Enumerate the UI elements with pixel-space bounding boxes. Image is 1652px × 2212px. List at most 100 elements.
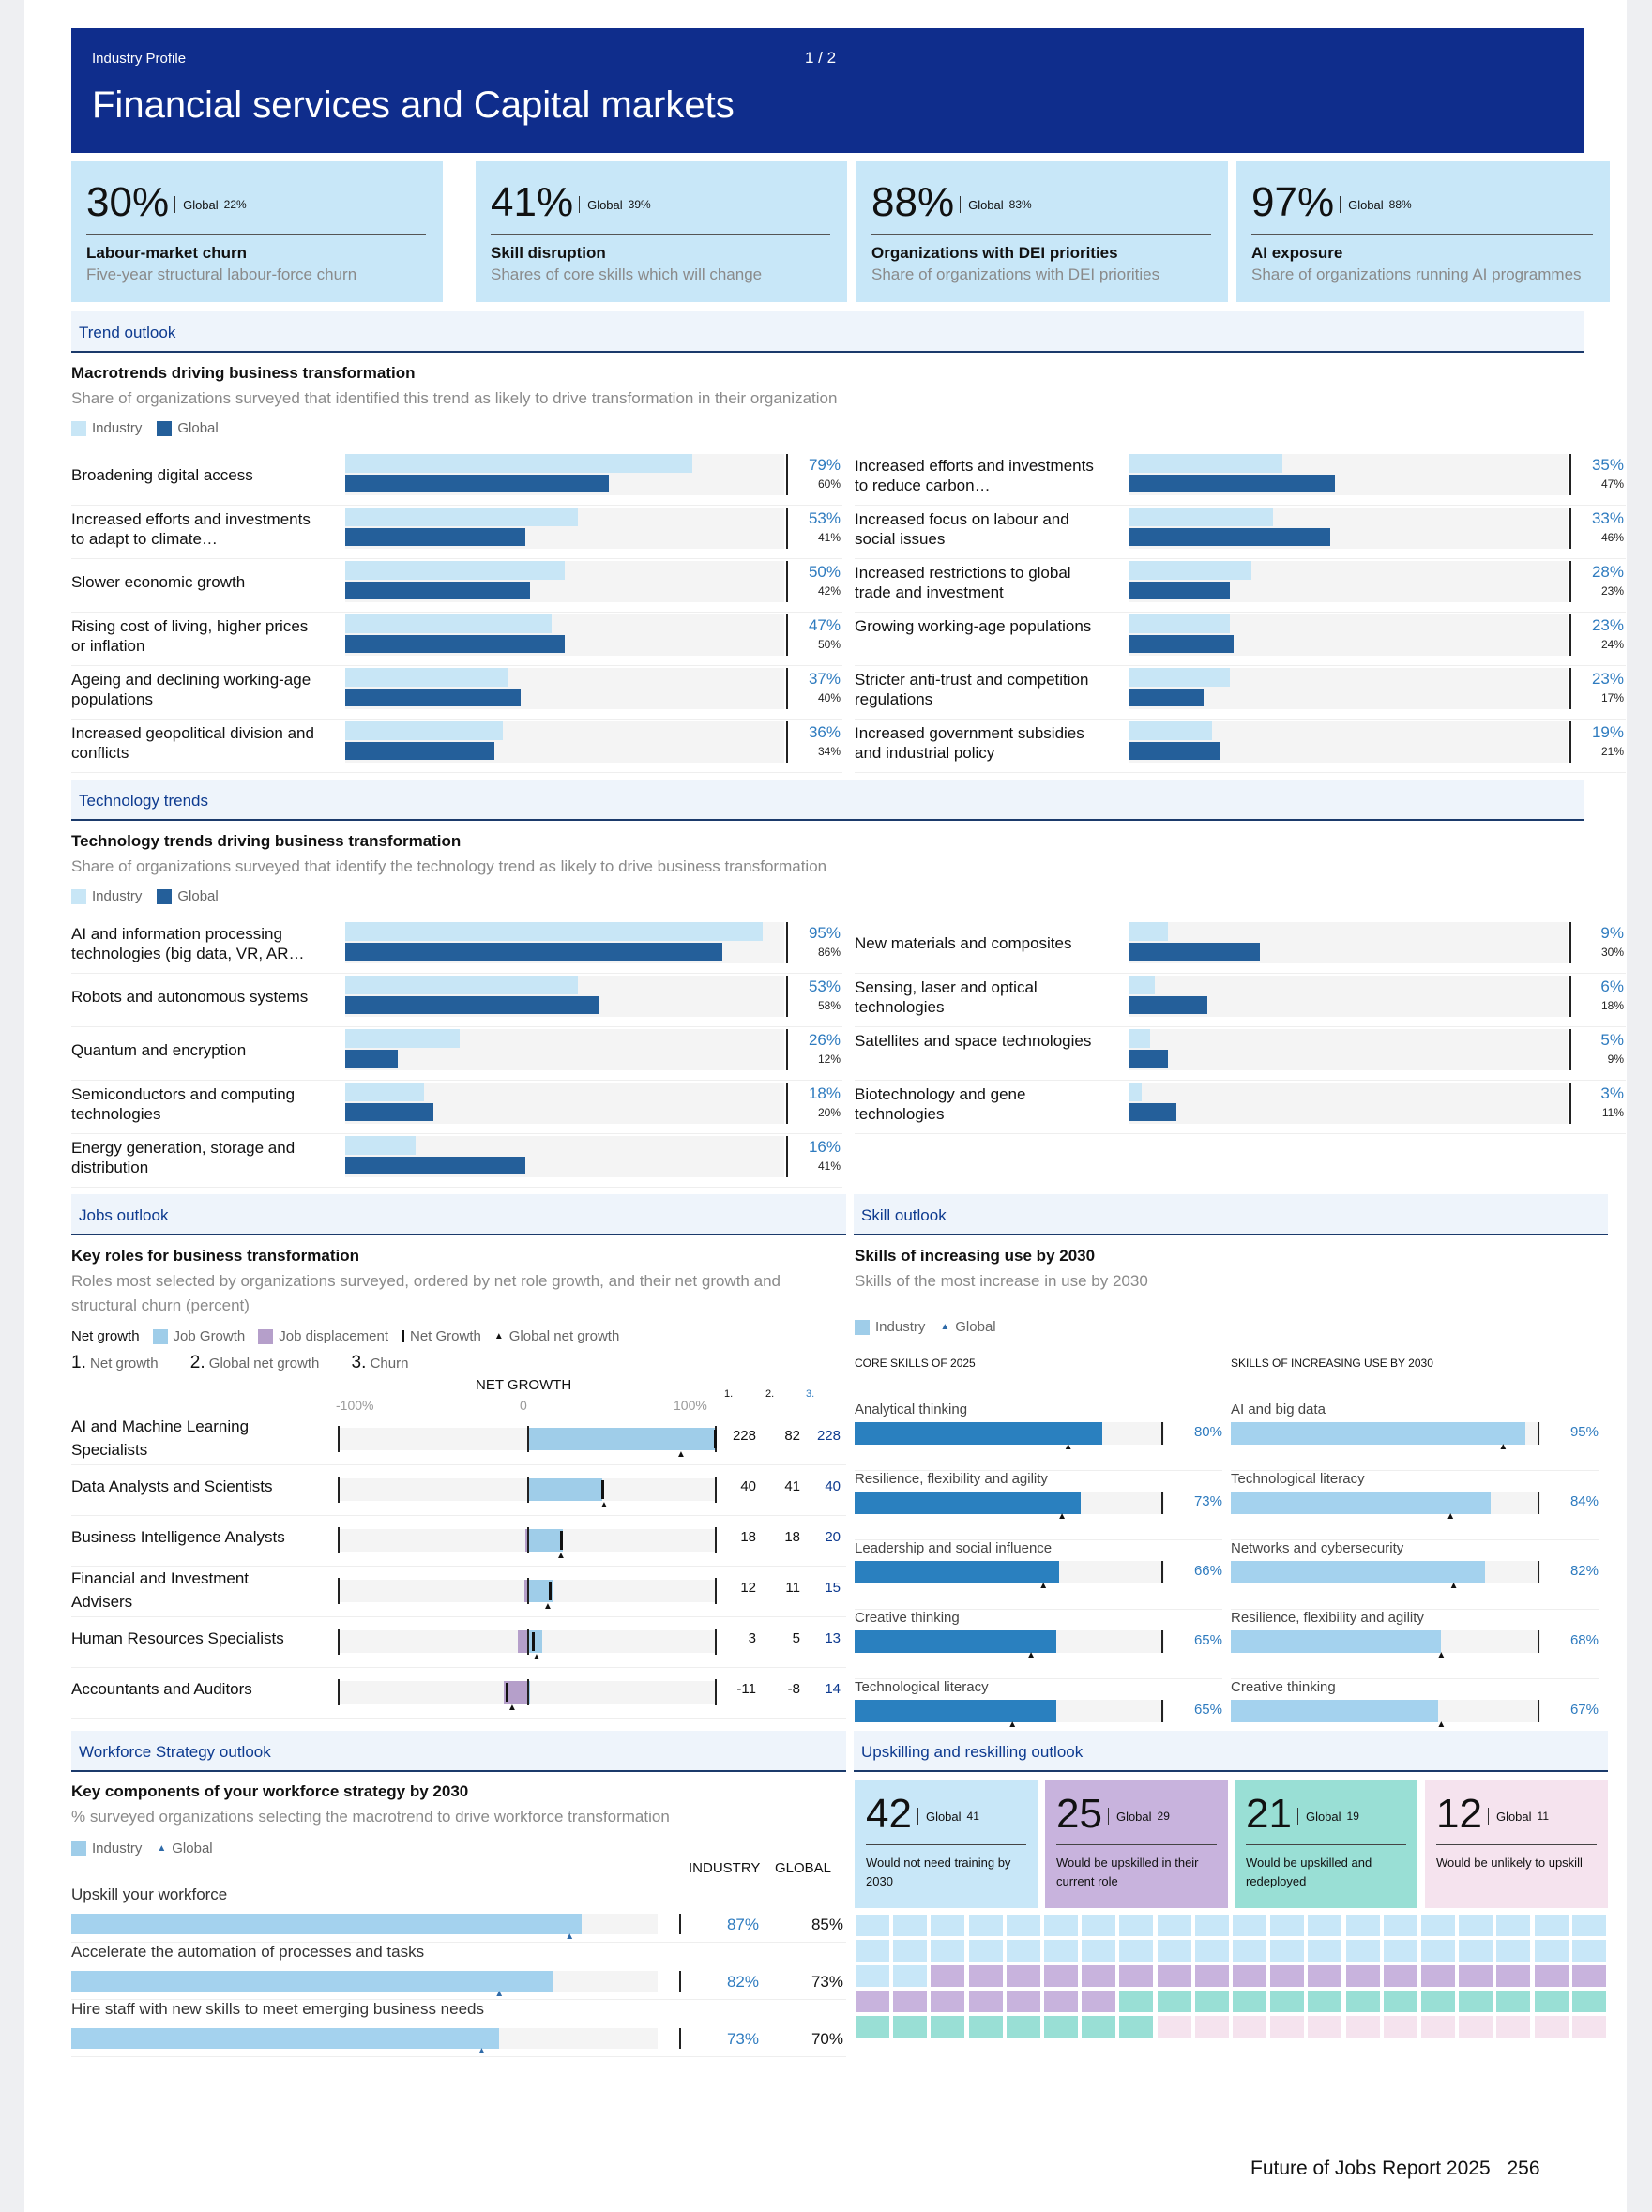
industry-value: 47% <box>808 616 841 634</box>
waffle-cell <box>1118 1964 1155 1988</box>
waffle-cell <box>855 1990 890 2013</box>
waffle-cell <box>855 2015 890 2038</box>
global-value: 42% <box>817 584 841 598</box>
global-bar <box>345 582 530 599</box>
kpi-number: 88% <box>871 179 955 225</box>
global-triangle: ▲ <box>1057 1511 1067 1522</box>
waffle-cell <box>1193 1964 1230 1988</box>
global-value: 47% <box>1600 477 1624 491</box>
kpi-title: Labour-market churn <box>86 244 247 262</box>
global-value: 11% <box>1601 1106 1624 1119</box>
upskill-separator <box>1296 1808 1298 1826</box>
global-bar <box>1129 528 1331 546</box>
waffle-cell <box>1458 1939 1494 1962</box>
scale-end-line <box>786 721 788 763</box>
upskill-number: 12 <box>1436 1791 1482 1837</box>
scale-end-line <box>1538 1630 1539 1653</box>
bar-row: Increased efforts and investments to ada… <box>71 506 842 559</box>
industry-value: 82% <box>726 1973 759 1991</box>
bar-row-label: Increased efforts and investments to red… <box>855 457 1094 494</box>
waffle-cell <box>1156 1914 1192 1937</box>
bar-row: Energy generation, storage and distribut… <box>71 1134 842 1188</box>
waffle-cell <box>1156 1964 1192 1988</box>
bar-track <box>345 508 784 549</box>
header-category: Industry Profile <box>92 51 187 67</box>
skill-bar <box>1231 1630 1442 1653</box>
waffle-chart <box>855 1914 1609 2045</box>
legend-industry: Industry <box>92 420 143 436</box>
global-value: 46% <box>1600 531 1624 544</box>
kpi-subtitle: Shares of core skills which will change <box>491 265 763 283</box>
global-value: 18% <box>1600 999 1624 1012</box>
global-bar <box>345 475 609 492</box>
skill-track <box>855 1422 1164 1445</box>
waffle-cell <box>1344 1990 1381 2013</box>
waffle-cell <box>1420 1964 1456 1988</box>
bar-track <box>1129 668 1568 709</box>
upskill-card: 12 Global 11 Would be unlikely to upskill <box>1425 1780 1608 1908</box>
kpi-rule <box>491 234 830 235</box>
waffle-cell <box>930 1964 966 1988</box>
waffle-cell <box>1420 1939 1456 1962</box>
workforce-bar <box>71 1914 582 1934</box>
scale-end-line <box>679 1971 681 1992</box>
bar-row-label: Slower economic growth <box>71 573 246 591</box>
net-growth-marker <box>532 1632 535 1651</box>
kpi-separator <box>174 196 176 214</box>
upskill-rule <box>1056 1844 1217 1845</box>
waffle-cell <box>1043 2015 1079 2038</box>
skill-row: Networks and cybersecurity ▲ 82% <box>1231 1540 1599 1610</box>
waffle-cell <box>930 1990 966 2013</box>
scale-end-line <box>1569 721 1571 763</box>
bar-row-label: Increased efforts and investments to ada… <box>71 510 311 548</box>
waffle-cell <box>855 1964 890 1988</box>
global-bar <box>345 1157 525 1174</box>
bar-row-label: Increased restrictions to global trade a… <box>855 564 1071 601</box>
skill-label: Leadership and social influence <box>855 1540 1053 1556</box>
skill-row: Resilience, flexibility and agility ▲ 73% <box>855 1471 1222 1540</box>
bar-row: Rising cost of living, higher prices or … <box>71 613 842 666</box>
global-bar <box>345 1103 433 1121</box>
scale-end-line <box>1161 1422 1163 1445</box>
waffle-cell <box>855 1914 890 1937</box>
skill-track <box>1231 1561 1540 1583</box>
scale-end-line <box>1569 614 1571 656</box>
waffle-cell <box>1533 1964 1569 1988</box>
waffle-cell <box>892 1914 929 1937</box>
waffle-cell <box>1269 1990 1306 2013</box>
footer: Future of Jobs Report 2025 256 <box>1250 2158 1540 2180</box>
job-row: Business Intelligence Analysts ▲ 18 18 20 <box>71 1516 846 1567</box>
global-bar <box>345 1050 399 1068</box>
job-displacement-bar <box>524 1580 527 1602</box>
kpi-title: AI exposure <box>1251 244 1343 262</box>
bar-row: AI and information processing technologi… <box>71 920 842 974</box>
skill-track <box>1231 1630 1540 1653</box>
global-triangle: ▲ <box>477 2046 487 2056</box>
waffle-cell <box>1269 2015 1306 2038</box>
legend-global: Global <box>177 420 219 436</box>
global-triangle: ▲ <box>1446 1511 1456 1522</box>
key-2-label: Global net growth <box>208 1356 320 1371</box>
skill-row: Analytical thinking ▲ 80% <box>855 1401 1222 1471</box>
industry-column-header: INDUSTRY <box>689 1860 761 1876</box>
waffle-cell <box>892 1990 929 2013</box>
global-net-growth-triangle: ▲ <box>532 1652 541 1662</box>
skill-row: Leadership and social influence ▲ 66% <box>855 1540 1222 1610</box>
bar-track <box>1129 1029 1568 1070</box>
global-value: 70% <box>811 2030 843 2048</box>
waffle-cell <box>1005 1914 1041 1937</box>
legend-global: Global <box>172 1841 213 1856</box>
trend-outlook-section: Trend outlook <box>71 311 1584 353</box>
kpi-value: 30% Global 22% <box>86 182 247 223</box>
waffle-cell <box>1382 1914 1418 1937</box>
waffle-cell <box>1570 1939 1607 1962</box>
kpi-number: 41% <box>491 179 574 225</box>
upskilling-section: Upskilling and reskilling outlook <box>854 1731 1608 1772</box>
upskill-separator <box>917 1808 918 1826</box>
global-value: 20% <box>817 1106 841 1119</box>
kpi-subtitle: Share of organizations running AI progra… <box>1251 265 1582 283</box>
legend-industry: Industry <box>875 1319 926 1335</box>
waffle-cell <box>1458 1990 1494 2013</box>
workforce-row: Accelerate the automation of processes a… <box>71 1943 846 2000</box>
waffle-cell <box>967 1939 1004 1962</box>
